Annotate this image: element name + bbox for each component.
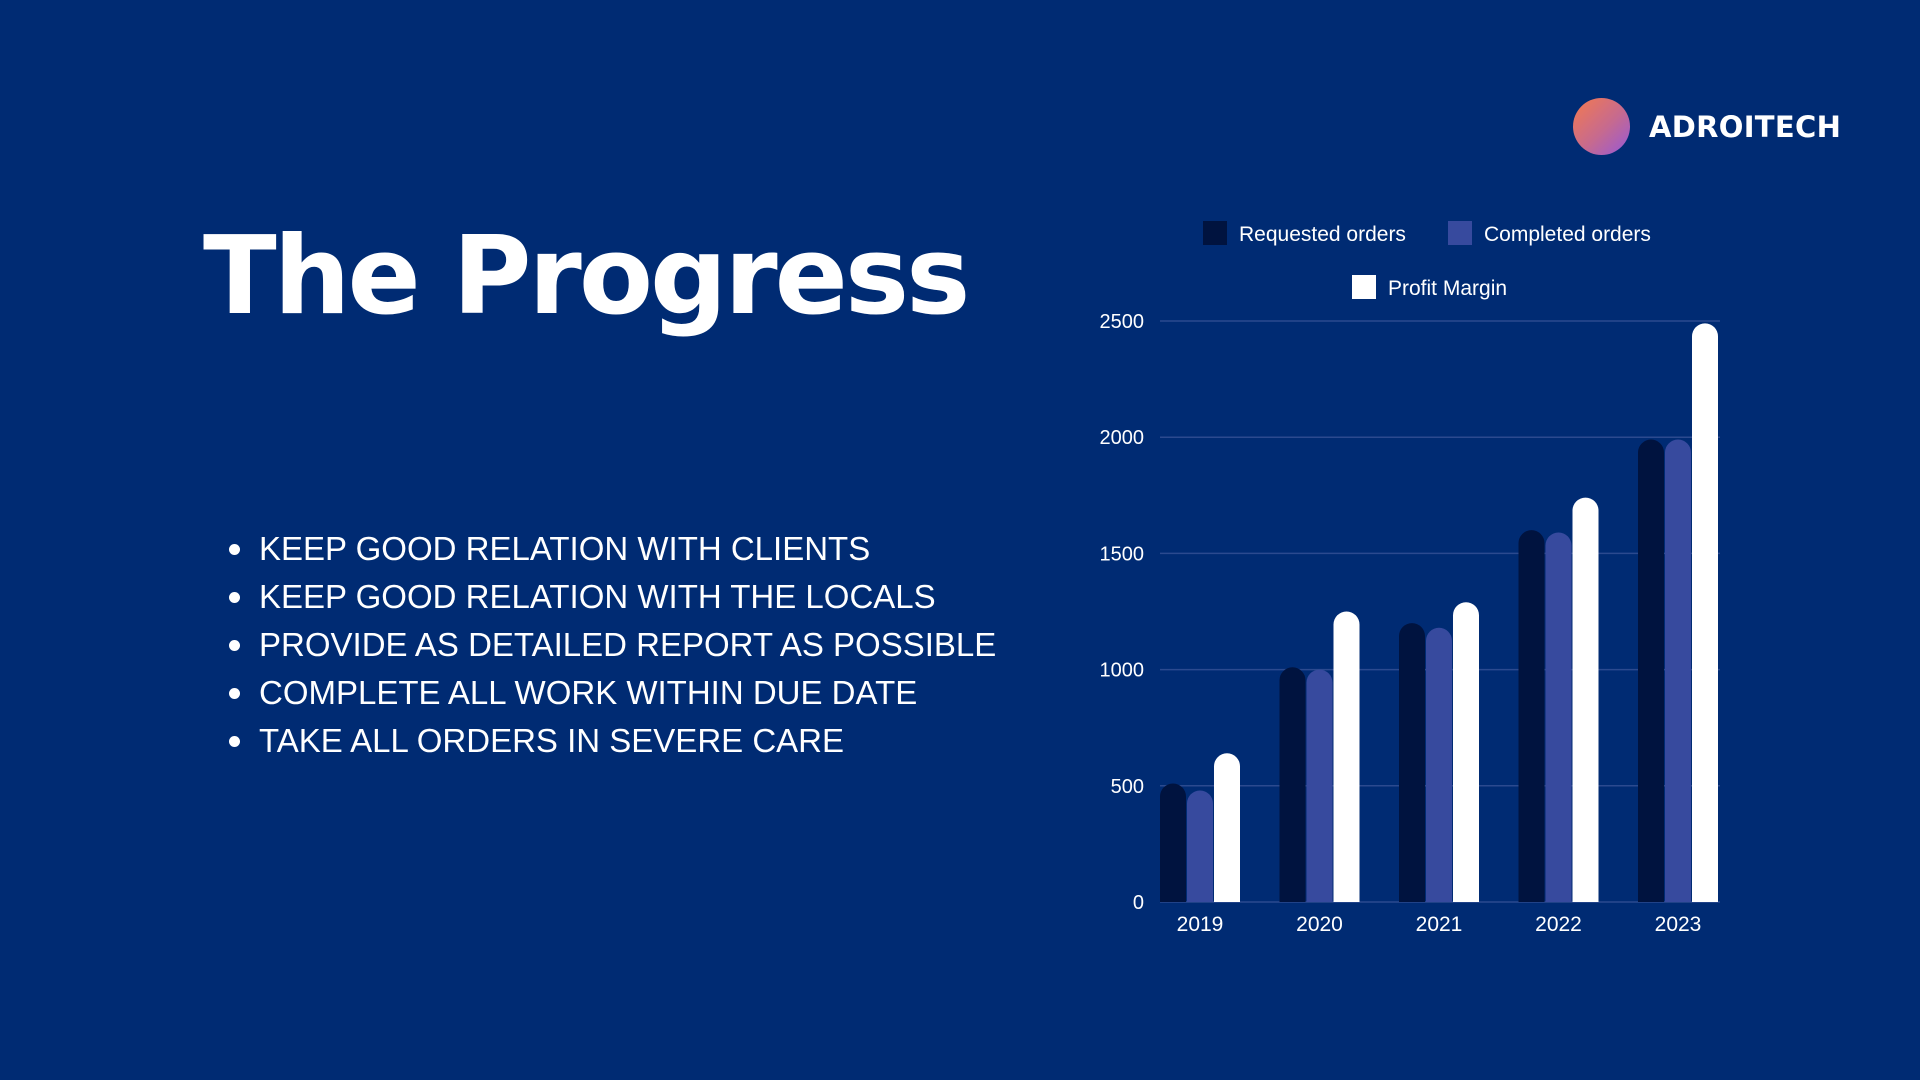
bar-completed-orders [1306, 669, 1333, 902]
legend-label: Completed orders [1484, 223, 1651, 246]
bar-completed-orders [1545, 532, 1572, 902]
bullet-item: TAKE ALL ORDERS IN SEVERE CARE [225, 717, 996, 765]
bar-profit-margin [1333, 611, 1360, 902]
bar-profit-margin [1572, 497, 1599, 902]
x-tick-label: 2023 [1655, 913, 1702, 936]
brand: ADROITECH [1573, 98, 1841, 155]
y-tick-label: 2500 [1100, 311, 1145, 333]
bar-requested-orders [1518, 530, 1545, 902]
bullet-list: KEEP GOOD RELATION WITH CLIENTS KEEP GOO… [225, 525, 996, 765]
bullet-item: KEEP GOOD RELATION WITH THE LOCALS [225, 573, 996, 621]
bar-completed-orders [1426, 627, 1452, 902]
page-title: The Progress [203, 214, 970, 339]
legend-label: Requested orders [1239, 223, 1406, 246]
y-tick-label: 1000 [1100, 660, 1145, 682]
legend-swatch [1448, 221, 1472, 245]
bar-requested-orders [1160, 783, 1186, 902]
bar-profit-margin [1214, 753, 1240, 902]
y-tick-label: 2000 [1100, 427, 1145, 449]
brand-name: ADROITECH [1649, 109, 1842, 144]
y-tick-label: 500 [1111, 776, 1144, 798]
x-tick-label: 2021 [1416, 913, 1463, 936]
bar-profit-margin [1692, 323, 1718, 903]
bullet-item: COMPLETE ALL WORK WITHIN DUE DATE [225, 669, 996, 717]
brand-logo-icon [1573, 98, 1630, 155]
bar-profit-margin [1453, 602, 1479, 902]
x-tick-label: 2022 [1535, 913, 1582, 936]
y-tick-label: 1500 [1100, 543, 1145, 565]
bar-completed-orders [1187, 790, 1213, 902]
bar-completed-orders [1665, 439, 1691, 902]
bullet-item: PROVIDE AS DETAILED REPORT AS POSSIBLE [225, 621, 996, 669]
bar-requested-orders [1638, 439, 1664, 902]
legend-swatch [1352, 275, 1376, 299]
bar-chart: 0 500 1000 1500 2000 2500 2019 2020 2021 2022 2023… [1100, 221, 1720, 936]
x-tick-label: 2019 [1177, 913, 1224, 936]
bar-requested-orders [1279, 667, 1306, 902]
x-tick-label: 2020 [1296, 913, 1343, 936]
legend-label: Profit Margin [1388, 277, 1507, 300]
bar-requested-orders [1399, 623, 1425, 902]
bullet-item: KEEP GOOD RELATION WITH CLIENTS [225, 525, 996, 573]
y-tick-label: 0 [1133, 892, 1144, 914]
legend-swatch [1203, 221, 1227, 245]
